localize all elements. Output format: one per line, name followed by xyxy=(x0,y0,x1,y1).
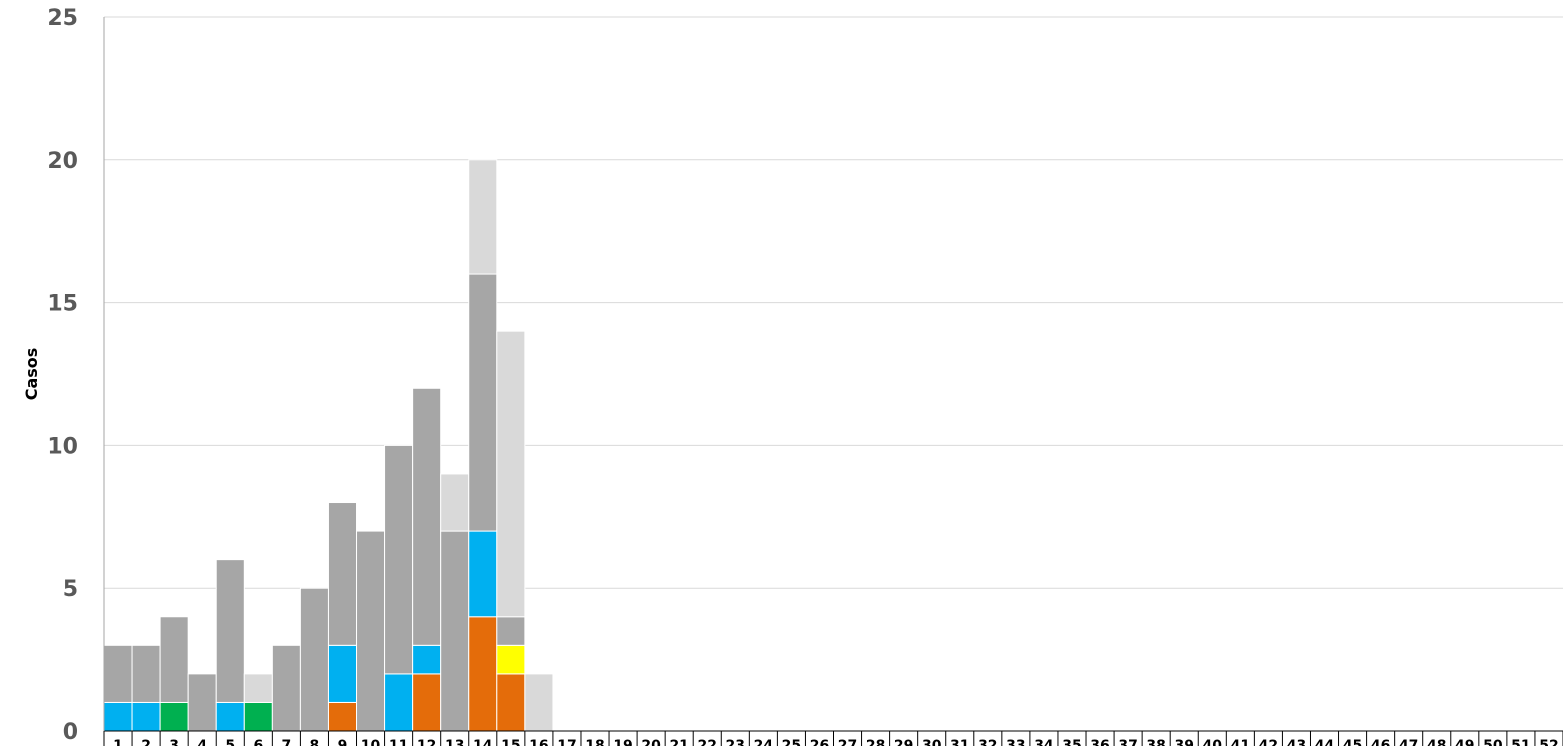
x-tick-label: 40 xyxy=(1203,738,1223,746)
x-tick-label: 9 xyxy=(338,738,348,746)
x-tick-label: 18 xyxy=(585,738,604,746)
x-tick-label: 49 xyxy=(1455,738,1474,746)
y-tick-label: 5 xyxy=(63,577,78,602)
bar-segment xyxy=(159,616,189,703)
x-tick-label: 51 xyxy=(1511,738,1530,746)
x-tick-label: 25 xyxy=(782,738,801,746)
x-tick-label: 31 xyxy=(950,738,969,746)
bar-segment xyxy=(384,444,414,675)
bar-segment xyxy=(327,644,358,703)
x-tick-label: 50 xyxy=(1483,738,1503,746)
x-tick-label: 42 xyxy=(1259,738,1278,746)
bar-segment xyxy=(496,644,526,675)
x-tick-label: 37 xyxy=(1118,738,1137,746)
bar-segment xyxy=(215,559,245,703)
bar-segment xyxy=(299,587,329,732)
x-tick-label: 47 xyxy=(1399,738,1418,746)
x-tick-label: 36 xyxy=(1090,738,1109,746)
bar-segment xyxy=(327,502,358,646)
x-tick-label: 4 xyxy=(197,738,207,746)
bar-segment xyxy=(131,644,161,703)
y-axis-label: Casos xyxy=(22,348,41,401)
bar-segment xyxy=(103,701,133,732)
bar-segment xyxy=(468,159,498,275)
x-tick-label: 34 xyxy=(1034,738,1054,746)
x-axis-category-table: 1 2 3 4 5 6 7 8 9 10 11 12 13 14 15 16 17 18 19 20 21 22 23 24 2… xyxy=(103,730,1563,746)
x-tick-label: 28 xyxy=(866,738,885,746)
x-tick-label: 8 xyxy=(310,738,320,746)
bar-segment xyxy=(496,330,526,618)
x-tick-label: 24 xyxy=(754,738,774,746)
x-tick-label: 48 xyxy=(1427,738,1446,746)
x-tick-label: 20 xyxy=(641,738,661,746)
y-tick-label: 0 xyxy=(63,720,78,745)
x-tick-label: 43 xyxy=(1287,738,1306,746)
bar-segment xyxy=(412,673,442,732)
x-tick-label: 6 xyxy=(253,738,263,746)
x-tick-label: 1 xyxy=(113,738,123,746)
x-tick-label: 22 xyxy=(697,738,716,746)
x-tick-label: 3 xyxy=(169,738,179,746)
bar-segment xyxy=(384,673,414,732)
x-tick-label: 41 xyxy=(1231,738,1250,746)
x-tick-label: 15 xyxy=(501,738,520,746)
x-tick-label: 27 xyxy=(838,738,857,746)
x-tick-label: 44 xyxy=(1315,738,1335,746)
x-tick-label: 21 xyxy=(669,738,688,746)
x-tick-label: 33 xyxy=(1006,738,1025,746)
bar-segment xyxy=(327,701,358,732)
x-tick-label: 39 xyxy=(1174,738,1193,746)
x-tick-label: 45 xyxy=(1343,738,1362,746)
x-tick-label: 10 xyxy=(361,738,381,746)
x-tick-label: 11 xyxy=(389,738,408,746)
x-tick-label: 52 xyxy=(1539,738,1558,746)
bar-segment xyxy=(440,530,470,732)
bar-segment xyxy=(440,473,470,532)
y-tick-label: 25 xyxy=(47,6,78,31)
x-tick-label: 14 xyxy=(473,738,493,746)
bar-segment xyxy=(496,673,526,732)
x-tick-label: 13 xyxy=(445,738,464,746)
bar-segment xyxy=(468,616,498,732)
x-tick-label: 19 xyxy=(613,738,632,746)
bar-segment xyxy=(496,616,526,646)
x-tick-label: 38 xyxy=(1146,738,1165,746)
y-tick-label: 20 xyxy=(47,149,78,174)
bar-segment xyxy=(468,273,498,532)
x-tick-label: 46 xyxy=(1371,738,1390,746)
x-tick-label: 16 xyxy=(529,738,548,746)
bar-segment xyxy=(356,530,386,732)
y-axis-ticks: 0 5 10 15 20 25 xyxy=(47,6,78,745)
bar-segment xyxy=(412,387,442,646)
bar-segment xyxy=(103,644,133,703)
stacked-bars xyxy=(103,159,554,732)
x-tick-label: 29 xyxy=(894,738,913,746)
bar-segment xyxy=(243,673,273,703)
x-tick-label: 23 xyxy=(726,738,745,746)
bar-segment xyxy=(468,530,498,618)
bar-segment xyxy=(215,701,245,732)
bar-segment xyxy=(159,701,189,732)
bar-segment xyxy=(131,701,161,732)
bar-segment xyxy=(187,673,217,732)
x-tick-label: 32 xyxy=(978,738,997,746)
x-tick-label: 7 xyxy=(282,738,292,746)
x-tick-label: 5 xyxy=(225,738,235,746)
bar-segment xyxy=(271,644,301,732)
x-tick-label: 26 xyxy=(810,738,829,746)
x-tick-label: 2 xyxy=(141,738,151,746)
x-tick-label: 17 xyxy=(557,738,576,746)
x-tick-label: 30 xyxy=(922,738,942,746)
x-tick-label: 12 xyxy=(417,738,436,746)
bar-segment xyxy=(412,644,442,675)
x-tick-label: 35 xyxy=(1062,738,1081,746)
bar-segment xyxy=(524,673,554,732)
bar-segment xyxy=(243,701,273,732)
y-tick-label: 10 xyxy=(47,434,78,459)
y-tick-label: 15 xyxy=(47,292,78,317)
gridlines xyxy=(104,16,1563,589)
